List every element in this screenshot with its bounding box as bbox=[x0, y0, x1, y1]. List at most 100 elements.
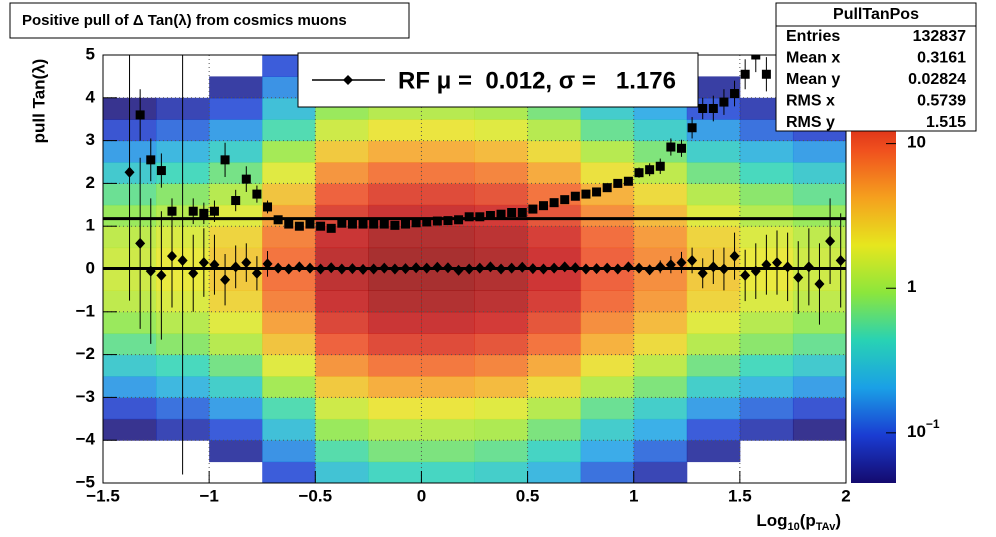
square-marker bbox=[454, 215, 464, 225]
square-marker bbox=[708, 104, 718, 113]
heat-cell bbox=[686, 76, 741, 99]
heat-cell bbox=[262, 397, 316, 420]
stats-value: 1.515 bbox=[926, 114, 966, 131]
diamond-marker bbox=[411, 262, 422, 274]
heat-cell bbox=[421, 354, 475, 377]
square-marker bbox=[156, 166, 166, 176]
heat-cell bbox=[633, 183, 688, 206]
heat-cell bbox=[368, 290, 422, 313]
y-axis-label: pull Tan(λ) bbox=[29, 59, 48, 144]
x-tick-label: 0.5 bbox=[516, 486, 540, 505]
stats-value: 132837 bbox=[913, 28, 966, 45]
square-marker bbox=[411, 218, 421, 228]
stats-label: RMS y bbox=[786, 114, 835, 131]
z-tick-label-base: 10 bbox=[907, 133, 926, 152]
heat-cell bbox=[633, 226, 688, 249]
heat-cell bbox=[580, 418, 635, 441]
heat-cell bbox=[262, 461, 316, 483]
square-marker bbox=[432, 216, 442, 226]
square-marker bbox=[422, 217, 432, 227]
diamond-marker bbox=[273, 262, 284, 274]
heat-cell bbox=[792, 204, 846, 227]
heat-cell bbox=[633, 333, 688, 356]
diamond-marker bbox=[251, 267, 262, 279]
square-marker bbox=[549, 198, 559, 208]
heat-cell bbox=[315, 397, 369, 420]
heat-cell bbox=[315, 376, 369, 398]
square-marker bbox=[231, 196, 241, 206]
diamond-marker bbox=[368, 263, 379, 275]
square-marker bbox=[719, 97, 729, 107]
heat-cell bbox=[686, 354, 741, 377]
z-tick-label: 1 bbox=[907, 278, 916, 297]
square-marker bbox=[581, 189, 591, 199]
diamond-marker bbox=[591, 263, 602, 275]
stats-value: 0.02824 bbox=[908, 71, 966, 88]
z-tick-label: 10−1 bbox=[907, 417, 940, 441]
heat-cell bbox=[421, 140, 475, 163]
square-marker bbox=[316, 221, 326, 231]
diamond-marker bbox=[538, 263, 549, 275]
diamond-marker bbox=[580, 263, 591, 275]
square-marker bbox=[188, 206, 198, 216]
square-marker bbox=[146, 155, 156, 165]
heat-cell bbox=[527, 333, 582, 356]
heat-cell bbox=[792, 354, 846, 377]
stats-box: PullTanPos Entries 132837 Mean x 0.3161 Mean… bbox=[775, 2, 977, 132]
square-marker bbox=[655, 161, 665, 171]
heat-cell bbox=[633, 418, 688, 441]
heat-cell bbox=[474, 333, 529, 356]
diamond-marker bbox=[474, 262, 485, 274]
square-marker bbox=[528, 204, 538, 214]
diamond-marker bbox=[145, 265, 156, 277]
heat-cell bbox=[580, 333, 635, 356]
heat-cell bbox=[633, 311, 688, 334]
square-marker bbox=[613, 178, 623, 188]
square-marker bbox=[273, 215, 283, 225]
heat-cell bbox=[580, 290, 635, 313]
stats-value: 0.3161 bbox=[917, 50, 966, 67]
heat-cell bbox=[474, 418, 529, 441]
x-axis-label-part: 10 bbox=[787, 521, 799, 533]
heat-cell bbox=[103, 333, 157, 356]
heat-cell bbox=[792, 183, 846, 206]
diamond-marker bbox=[464, 263, 475, 275]
y-tick-label: 1 bbox=[86, 216, 95, 235]
heat-cell bbox=[474, 140, 529, 163]
diamond-marker bbox=[347, 263, 358, 275]
heat-cell bbox=[209, 76, 263, 99]
heat-cell bbox=[103, 440, 157, 462]
heat-cell bbox=[474, 119, 529, 142]
heat-cell bbox=[527, 162, 582, 184]
heat-cell bbox=[421, 333, 475, 356]
heat-cell bbox=[792, 376, 846, 398]
heat-cell bbox=[209, 290, 263, 313]
x-tick-label: −1.5 bbox=[86, 486, 120, 505]
heat-cell bbox=[686, 311, 741, 334]
heat-cell bbox=[103, 376, 157, 398]
heat-cell bbox=[209, 397, 263, 420]
diamond-marker bbox=[687, 254, 698, 266]
diamond-marker bbox=[729, 250, 740, 262]
y-tick-label: −3 bbox=[76, 387, 95, 406]
heat-cell bbox=[421, 376, 475, 398]
heat-cell bbox=[421, 461, 475, 483]
diamond-marker bbox=[326, 262, 337, 274]
heat-cell bbox=[315, 247, 369, 270]
diamond-marker bbox=[188, 267, 199, 279]
heat-cell bbox=[633, 376, 688, 398]
heat-cell bbox=[527, 140, 582, 163]
heat-cell bbox=[686, 290, 741, 313]
heat-cell bbox=[262, 354, 316, 377]
heat-cell bbox=[527, 418, 582, 441]
heat-cell bbox=[739, 354, 794, 377]
diamond-marker bbox=[570, 262, 581, 274]
heat-cell bbox=[739, 397, 794, 420]
heat-cell bbox=[633, 440, 688, 463]
heat-cell bbox=[368, 354, 422, 377]
heat-cell bbox=[474, 226, 529, 249]
heat-cell bbox=[527, 290, 582, 313]
heat-cell bbox=[209, 418, 263, 441]
heat-cell bbox=[315, 183, 369, 206]
